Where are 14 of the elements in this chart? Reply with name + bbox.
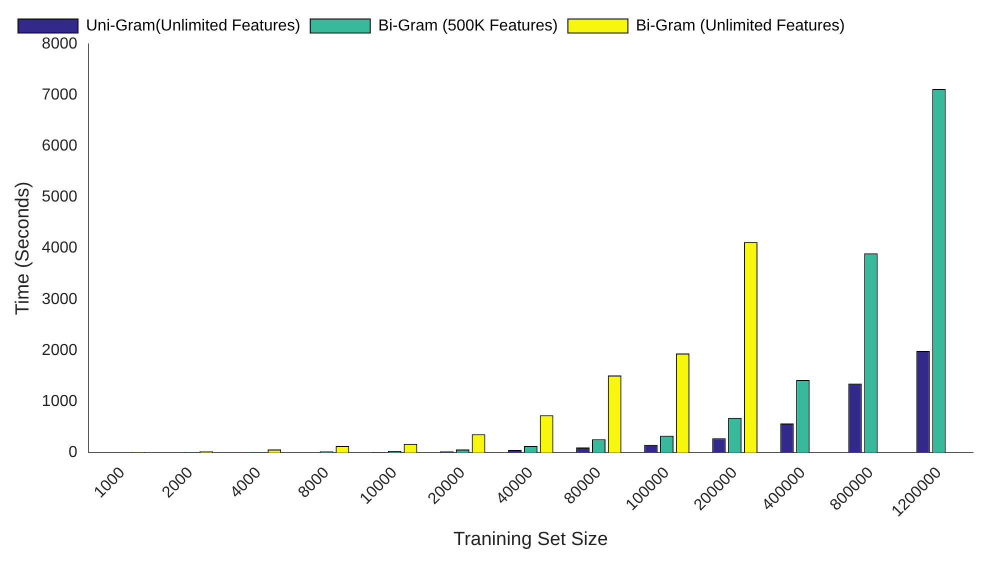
legend-label: Uni-Gram(Unlimited Features) [86,17,300,34]
y-tick-label: 0 [68,444,78,461]
y-tick-label: 5000 [42,188,78,206]
y-tick-label: 6000 [42,138,78,155]
x-axis-title: Tranining Set Size [453,528,608,550]
y-tick-label: 8000 [42,35,78,52]
legend-label: Bi-Gram (Unlimited Features) [636,17,845,34]
y-tick-label: 3000 [42,290,78,308]
y-tick-label: 4000 [42,240,78,257]
legend-label: Bi-Gram (500K Features) [378,17,558,34]
y-tick-label: 1000 [42,392,78,410]
y-axis-title: Time (Seconds) [12,182,34,315]
y-tick-label: 7000 [42,86,78,104]
y-tick-label: 2000 [42,342,78,359]
